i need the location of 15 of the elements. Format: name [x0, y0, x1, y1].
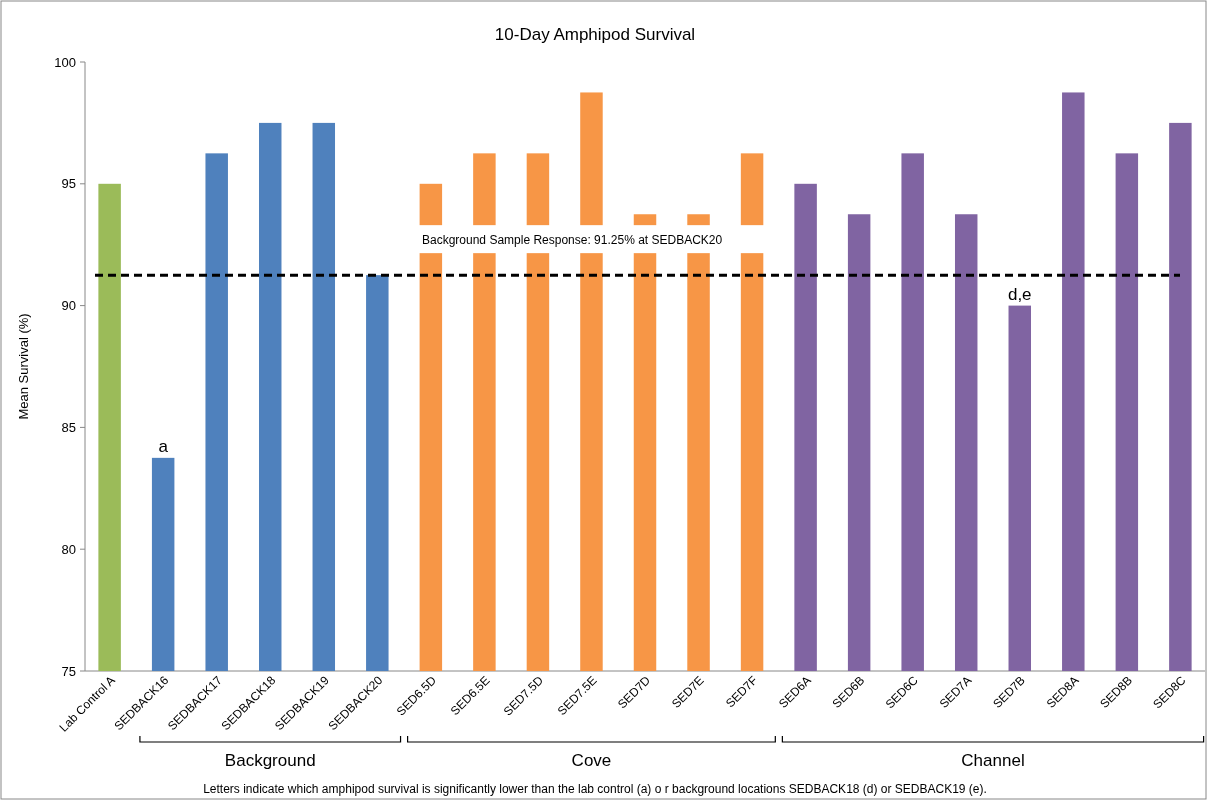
y-tick-label: 75: [61, 663, 76, 679]
y-tick-label: 80: [61, 541, 76, 557]
y-tick-label: 100: [54, 54, 76, 70]
y-tick-label: 95: [61, 176, 76, 192]
text: Cove: [571, 751, 612, 770]
y-tick-label: 90: [61, 298, 76, 314]
y-axis-title: Mean Survival (%): [16, 313, 31, 420]
annotation: d,e: [1007, 284, 1032, 304]
y-tick-label: 85: [61, 419, 76, 435]
ref-line-label: Background Sample Response: 91.25% at SEDBACK20: [422, 233, 723, 248]
chart-title: 10-Day Amphipod Survival: [494, 25, 696, 44]
annotation: a: [158, 436, 169, 456]
text: Letters indicate which amphipod survival is significantly lower than the lab control (a) o r background locations SEDBACK18 (d) or SEDBACK19 (e).: [203, 782, 987, 796]
text: Background: [224, 751, 316, 770]
text: Channel: [961, 751, 1025, 770]
